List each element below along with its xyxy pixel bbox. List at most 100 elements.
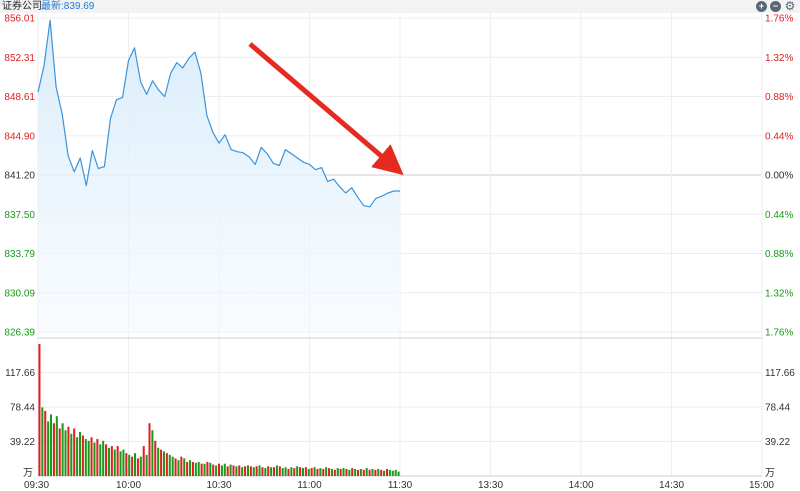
volume-bar — [356, 469, 360, 476]
volume-bar — [194, 462, 197, 476]
volume-bar — [388, 469, 391, 476]
volume-bar — [229, 464, 232, 476]
volume-bar — [189, 460, 192, 476]
volume-bar — [200, 463, 203, 476]
volume-bar — [73, 428, 76, 476]
volume-bar — [336, 468, 339, 476]
price-area-fill — [38, 20, 400, 332]
volume-bar — [339, 468, 342, 476]
volume-bar — [223, 463, 226, 476]
volume-bar — [78, 432, 82, 476]
x-tick-label: 11:30 — [388, 480, 413, 491]
volume-bar — [96, 439, 99, 476]
volume-bar — [168, 454, 171, 476]
y-tick-right: 0.88% — [765, 92, 793, 103]
volume-bar — [345, 468, 348, 476]
volume-bar — [348, 469, 351, 476]
gear-icon[interactable]: ⚙ — [784, 0, 796, 13]
volume-bar — [52, 423, 55, 476]
volume-bar — [131, 456, 134, 476]
volume-bar — [93, 442, 96, 476]
volume-bar — [87, 440, 90, 476]
volume-bars — [38, 344, 400, 476]
minus-circle-icon[interactable]: − — [770, 1, 781, 12]
y-tick-right: 0.00% — [765, 171, 793, 182]
volume-bar — [310, 468, 313, 476]
volume-bar — [55, 416, 58, 476]
volume-bar — [391, 470, 394, 476]
volume-tick-left: 39.22 — [10, 437, 35, 448]
volume-bar — [107, 447, 110, 476]
volume-bar — [90, 437, 93, 476]
volume-bar — [270, 467, 273, 476]
volume-bar — [183, 458, 186, 476]
volume-bar — [136, 458, 139, 476]
y-tick-left: 848.61 — [4, 92, 35, 103]
volume-unit-right: 万 — [765, 468, 775, 479]
y-tick-left: 852.31 — [4, 53, 35, 64]
chart-header: 证券公司 最新:839.69 + − ⚙ — [0, 0, 800, 13]
volume-bar — [125, 453, 128, 476]
volume-bar — [368, 469, 371, 476]
volume-bar — [142, 446, 145, 476]
volume-bar — [385, 468, 388, 476]
volume-tick-right: 39.22 — [765, 437, 790, 448]
volume-bar — [203, 463, 206, 476]
volume-bar — [307, 468, 310, 476]
volume-bar — [397, 471, 400, 476]
volume-bar — [171, 456, 174, 476]
y-tick-right: 1.76% — [765, 328, 793, 339]
volume-bar — [241, 467, 244, 476]
volume-bar — [197, 461, 200, 476]
volume-bar — [313, 467, 316, 476]
volume-bar — [330, 468, 333, 476]
volume-bar — [304, 467, 307, 476]
volume-bar — [328, 468, 331, 476]
volume-bar — [217, 463, 221, 476]
volume-bar — [174, 458, 177, 476]
x-tick-label: 15:00 — [749, 480, 774, 491]
volume-bar — [84, 439, 87, 476]
volume-bar — [359, 468, 362, 476]
volume-bar — [139, 456, 142, 476]
volume-bar — [238, 465, 241, 476]
volume-bar — [322, 468, 325, 476]
volume-bar — [67, 426, 70, 476]
volume-bar — [110, 446, 113, 476]
volume-bar — [50, 414, 53, 476]
volume-bar — [81, 435, 84, 476]
volume-bar — [383, 470, 386, 476]
plus-circle-icon[interactable]: + — [756, 1, 767, 12]
volume-bar — [232, 465, 235, 476]
volume-bar — [374, 469, 377, 476]
volume-bar — [275, 465, 278, 476]
volume-tick-left: 78.44 — [10, 403, 35, 414]
volume-bar — [293, 468, 296, 476]
volume-bar — [151, 430, 154, 476]
volume-bar — [165, 453, 168, 476]
volume-bar — [244, 466, 247, 476]
volume-bar — [38, 344, 41, 476]
volume-bar — [212, 464, 215, 476]
volume-bar — [47, 421, 50, 476]
volume-bar — [76, 437, 79, 476]
volume-bar — [116, 446, 119, 476]
volume-bar — [209, 462, 212, 476]
volume-bar — [113, 449, 116, 476]
price-line — [37, 19, 400, 208]
volume-bar — [206, 461, 209, 476]
volume-bar — [365, 468, 368, 476]
volume-bar — [377, 468, 380, 476]
price-area — [38, 20, 400, 332]
volume-bar — [226, 466, 229, 476]
volume-bar — [102, 440, 105, 476]
volume-bar — [122, 449, 125, 476]
volume-bar — [157, 447, 160, 476]
volume-tick-left: 117.66 — [5, 368, 35, 379]
volume-bar — [290, 467, 293, 476]
volume-bar — [215, 465, 218, 476]
volume-bar — [319, 468, 322, 476]
y-tick-left: 826.39 — [4, 328, 35, 339]
volume-bar — [160, 449, 163, 476]
